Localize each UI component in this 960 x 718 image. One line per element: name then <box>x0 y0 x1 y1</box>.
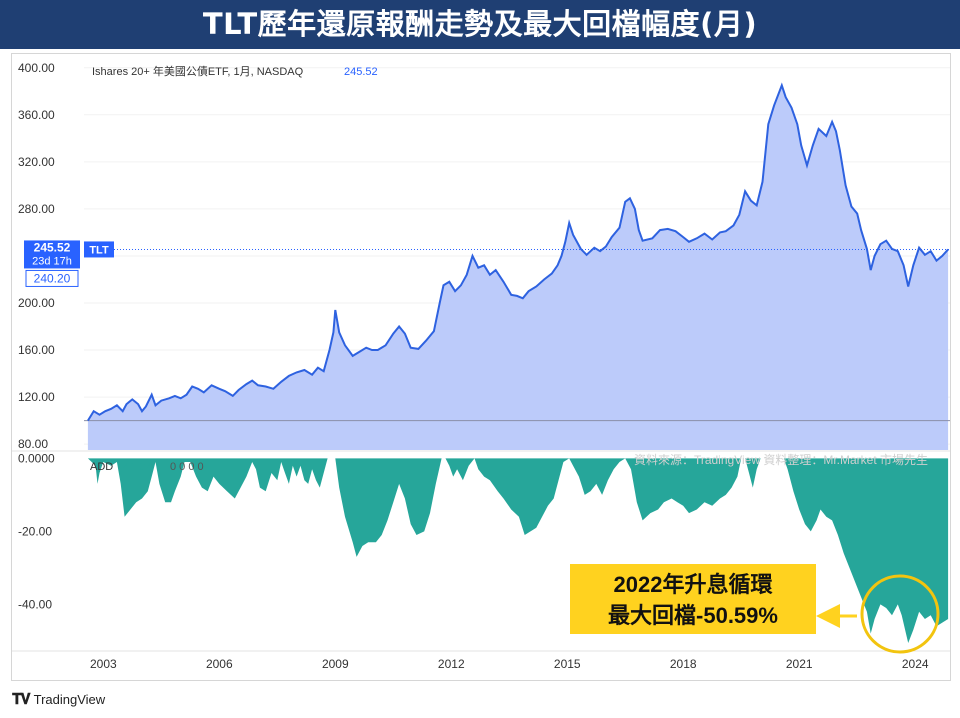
price-tick-label: 200.00 <box>18 296 55 310</box>
drawdown-tick-label: -40.00 <box>18 597 52 611</box>
source-note: 資料來源：TradingView 資料整理：Mr.Market 市場先生 <box>634 452 928 467</box>
drawdown-legend-name: ADD <box>90 461 113 473</box>
x-tick-label: 2012 <box>438 657 465 671</box>
price-tick-label: 120.00 <box>18 390 55 404</box>
price-tick-label: 400.00 <box>18 61 55 75</box>
x-tick-label: 2018 <box>670 657 697 671</box>
price-tick-label: 280.00 <box>18 202 55 216</box>
chart-title: TLT歷年還原報酬走勢及最大回檔幅度(月) <box>0 0 960 49</box>
price-area <box>87 85 949 450</box>
annotation-box <box>570 564 816 634</box>
drawdown-legend-value: -41.07 <box>120 461 151 473</box>
previous-close-label: 240.20 <box>34 271 71 285</box>
annotation-line-1: 2022年升息循環 <box>614 572 774 597</box>
price-tick-label: 80.00 <box>18 437 48 451</box>
x-tick-label: 2003 <box>90 657 117 671</box>
last-price-value: 245.52 <box>34 240 71 254</box>
drawdown-area <box>87 458 949 643</box>
drawdown-annotation: 2022年升息循環 最大回檔-50.59% <box>570 564 940 654</box>
x-tick-label: 2024 <box>902 657 929 671</box>
x-tick-label: 2021 <box>786 657 813 671</box>
price-line <box>87 82 949 422</box>
last-price-label: 245.52 23d 17h TLT 240.20 <box>24 240 114 287</box>
x-tick-label: 2015 <box>554 657 581 671</box>
chart-frame: 80.00 120.00 160.00 200.00 280.00 320.00 360.0… <box>11 53 951 681</box>
annotation-ring <box>860 574 940 654</box>
drawdown-tick-label: 0.0000 <box>18 451 55 465</box>
footer: 𝐓𝐕 TradingView <box>12 688 105 710</box>
x-tick-label: 2009 <box>322 657 349 671</box>
annotation-line-2: 最大回檔-50.59% <box>608 603 778 628</box>
series-tag: TLT <box>89 244 109 256</box>
price-tick-label: 360.00 <box>18 108 55 122</box>
price-tick-label: 160.00 <box>18 343 55 357</box>
footer-brand[interactable]: TradingView <box>33 691 106 707</box>
tradingview-logo-icon[interactable]: 𝐓𝐕 <box>12 690 31 708</box>
drawdown-legend-extra: 0 0 0 0 <box>170 461 204 473</box>
bar-countdown: 23d 17h <box>32 255 72 267</box>
chart-canvas[interactable]: 80.00 120.00 160.00 200.00 280.00 320.00 360.0… <box>12 54 950 680</box>
drawdown-tick-label: -20.00 <box>18 524 52 538</box>
price-tick-label: 320.00 <box>18 155 55 169</box>
price-legend-name: Ishares 20+ 年美國公債ETF, 1月, NASDAQ <box>92 64 304 78</box>
price-legend-value: 245.52 <box>344 66 378 78</box>
x-tick-label: 2006 <box>206 657 233 671</box>
